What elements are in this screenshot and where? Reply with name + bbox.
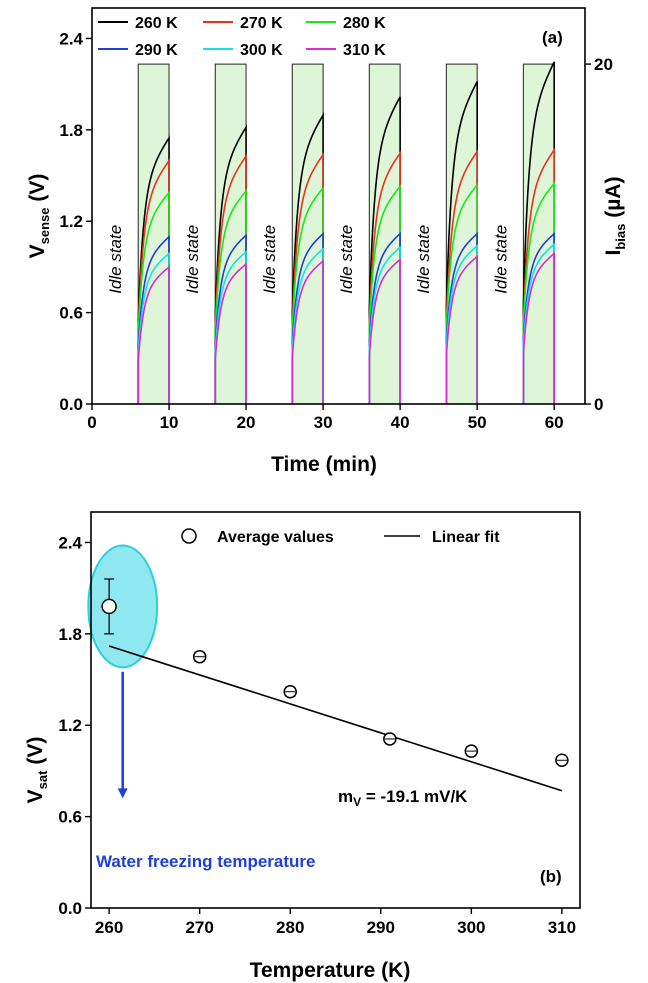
y-tick-label-b-2: 1.2 bbox=[58, 716, 82, 735]
series-270-k bbox=[137, 147, 555, 405]
idle-state-label-4: Idle state bbox=[337, 225, 356, 294]
series-300-k bbox=[137, 242, 555, 405]
fit-line bbox=[108, 645, 563, 792]
y-axis-label-a: Vsense (V) bbox=[26, 174, 52, 259]
x-tick-label-b-310: 310 bbox=[548, 918, 576, 937]
y-tick-label-b-1: 0.6 bbox=[58, 808, 82, 827]
freezing-arrow bbox=[117, 671, 128, 799]
panel-a: Idle state Idle state Idle state Idle state… bbox=[26, 7, 628, 476]
y-axis-label-b-main: V bbox=[24, 789, 47, 803]
panel-b: 260 270 280 290 300 310 0.0 0.6 1.2 1.8 2.4 Averag… bbox=[24, 511, 581, 982]
y-tick-label-b-0: 0.0 bbox=[58, 899, 82, 918]
x-tick-label-b-290: 290 bbox=[367, 918, 395, 937]
panel-label-a: (a) bbox=[542, 28, 563, 47]
voltage-series bbox=[137, 61, 555, 405]
legend-label-2: 270 K bbox=[240, 15, 283, 32]
idle-state-label-1: Idle state bbox=[106, 225, 125, 294]
x-tick-label-a-20: 20 bbox=[237, 413, 256, 432]
x-tick-label-a-0: 0 bbox=[87, 413, 96, 432]
x-axis-label-b: Temperature (K) bbox=[250, 959, 411, 982]
fit-slope-sub: V bbox=[353, 795, 361, 809]
y2-axis-label-a: Ibias (µA) bbox=[602, 177, 628, 256]
legend-b: Average values Linear fit bbox=[181, 528, 500, 546]
panel-label-b: (b) bbox=[540, 867, 562, 886]
y-axis-label-a-sub: sense bbox=[37, 207, 52, 244]
fit-slope-rest: = -19.1 mV/K bbox=[361, 787, 468, 806]
x-tick-label-b-300: 300 bbox=[457, 918, 485, 937]
y-tick-label-a-0: 0.0 bbox=[59, 395, 83, 414]
y-axis-label-b-unit: (V) bbox=[24, 737, 47, 765]
legend-label-fit: Linear fit bbox=[432, 529, 500, 546]
y2-axis-label-a-unit: (µA) bbox=[602, 177, 625, 218]
linear-fit-line bbox=[108, 645, 563, 792]
idle-state-label-3: Idle state bbox=[260, 225, 279, 294]
series-280-k bbox=[137, 181, 555, 405]
y-tick-label-b-4: 2.4 bbox=[58, 533, 82, 552]
data-point-1 bbox=[101, 598, 117, 615]
bias-pulse-shade-3 bbox=[291, 63, 324, 405]
y-tick-label-a-3: 1.8 bbox=[59, 121, 83, 140]
y-axis-label-b-sub: sat bbox=[35, 770, 50, 789]
fit-slope-label: mV = -19.1 mV/K bbox=[338, 787, 468, 809]
x-tick-label-b-280: 280 bbox=[276, 918, 304, 937]
x-tick-label-a-50: 50 bbox=[468, 413, 487, 432]
highlight-ellipse bbox=[87, 544, 159, 669]
y-tick-label-b-3: 1.8 bbox=[58, 625, 82, 644]
x-tick-label-a-40: 40 bbox=[391, 413, 410, 432]
x-tick-label-b-260: 260 bbox=[95, 918, 123, 937]
y2-tick-label-a-1: 20 bbox=[594, 55, 613, 74]
plot-frame-a bbox=[91, 7, 586, 405]
series-290-k bbox=[137, 231, 555, 405]
idle-state-label-5: Idle state bbox=[414, 225, 433, 294]
y2-tick-label-a-0: 0 bbox=[594, 395, 603, 414]
x-tick-label-a-60: 60 bbox=[545, 413, 564, 432]
legend-label-5: 300 K bbox=[240, 42, 283, 59]
fit-slope-main: m bbox=[338, 787, 353, 806]
y-axis-label-a-main: V bbox=[26, 244, 49, 258]
legend-label-4: 290 K bbox=[135, 42, 178, 59]
arrow-head bbox=[117, 788, 128, 799]
x-tick-label-b-270: 270 bbox=[185, 918, 213, 937]
water-freezing-annotation: Water freezing temperature bbox=[96, 852, 315, 871]
x-tick-label-a-10: 10 bbox=[160, 413, 179, 432]
legend-label-3: 280 K bbox=[343, 15, 386, 32]
legend-label-1: 260 K bbox=[135, 15, 178, 32]
y-axis-label-b: Vsat (V) bbox=[24, 737, 50, 804]
x-tick-label-a-30: 30 bbox=[314, 413, 333, 432]
legend-label-average: Average values bbox=[217, 529, 334, 546]
legend-label-6: 310 K bbox=[343, 42, 386, 59]
plot-frame-b bbox=[90, 511, 581, 909]
series-260-k bbox=[137, 61, 555, 405]
y-tick-label-a-4: 2.4 bbox=[59, 29, 83, 48]
idle-state-labels: Idle state Idle state Idle state Idle state… bbox=[106, 225, 510, 294]
average-points bbox=[101, 578, 569, 768]
y-axis-label-a-unit-text: (V) bbox=[26, 174, 49, 202]
freezing-highlight-ellipse bbox=[87, 544, 159, 669]
y2-axis-label-a-main: I bbox=[602, 250, 625, 256]
axes-b: 260 270 280 290 300 310 0.0 0.6 1.2 1.8 2.4 bbox=[58, 511, 581, 937]
idle-state-label-2: Idle state bbox=[183, 225, 202, 294]
idle-state-label-6: Idle state bbox=[491, 225, 510, 294]
legend-marker-average bbox=[181, 528, 197, 544]
legend-a: 260 K 270 K 280 K 290 K 300 K 310 K bbox=[98, 15, 386, 59]
y-tick-label-a-2: 1.2 bbox=[59, 212, 83, 231]
series-310-k bbox=[137, 251, 555, 405]
y2-axis-label-a-sub: bias bbox=[613, 224, 628, 250]
x-axis-label-a: Time (min) bbox=[271, 453, 377, 476]
axes-a: 0 10 20 30 40 50 60 0.0 0.6 1.2 1.8 2.4 0 20 bbox=[59, 7, 613, 432]
y-tick-label-a-1: 0.6 bbox=[59, 304, 83, 323]
